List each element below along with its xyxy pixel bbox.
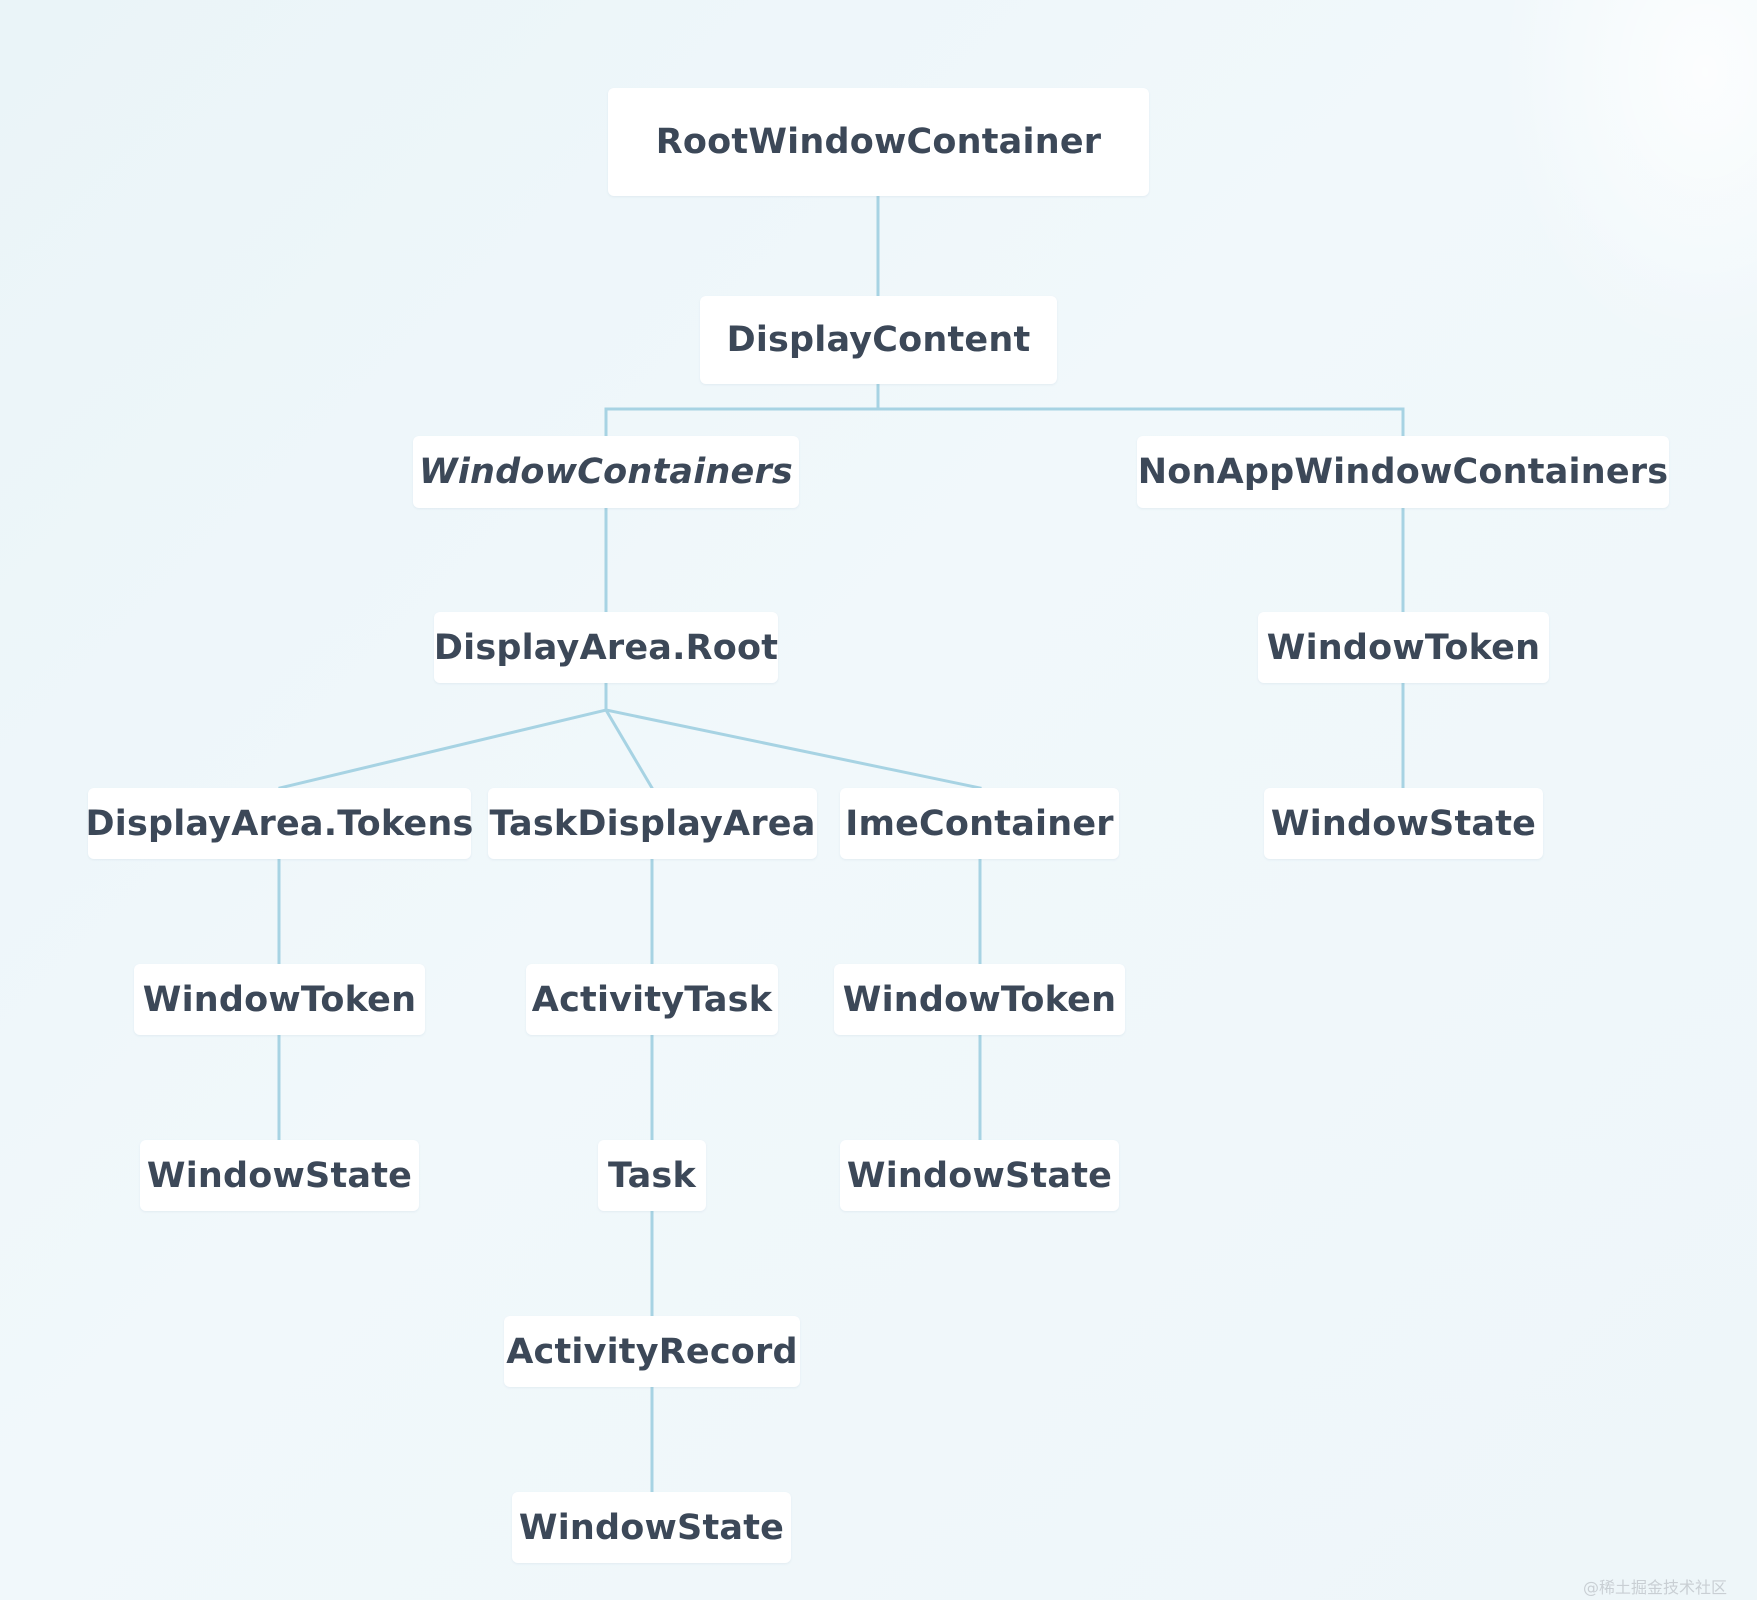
node-tokens-window-state: WindowState — [140, 1140, 419, 1211]
node-window-containers: WindowContainers — [413, 436, 799, 508]
node-ime-container: ImeContainer — [840, 788, 1119, 859]
edge-displayarearoot-imecontainer — [604, 708, 982, 790]
node-root-window-container: RootWindowContainer — [608, 88, 1149, 196]
node-display-content: DisplayContent — [700, 296, 1057, 384]
edge-displayarearoot-taskdisplayarea — [603, 707, 655, 791]
node-task-display-area: TaskDisplayArea — [488, 788, 817, 859]
edge-displayarearoot-tokens — [278, 708, 608, 790]
node-ime-window-state: WindowState — [840, 1140, 1119, 1211]
node-nonapp-window-token: WindowToken — [1258, 612, 1549, 683]
node-task: Task — [598, 1140, 706, 1211]
node-display-area-root: DisplayArea.Root — [434, 612, 778, 683]
node-activity-record: ActivityRecord — [504, 1316, 800, 1387]
watermark: @稀土掘金技术社区 — [1582, 1578, 1727, 1597]
node-non-app-window-containers: NonAppWindowContainers — [1137, 436, 1669, 508]
node-display-area-tokens: DisplayArea.Tokens — [86, 788, 473, 859]
node-nonapp-window-state: WindowState — [1264, 788, 1543, 859]
node-tokens-window-token: WindowToken — [134, 964, 425, 1035]
node-activity-task: ActivityTask — [526, 964, 778, 1035]
node-activity-window-state: WindowState — [512, 1492, 791, 1563]
node-ime-window-token: WindowToken — [834, 964, 1125, 1035]
